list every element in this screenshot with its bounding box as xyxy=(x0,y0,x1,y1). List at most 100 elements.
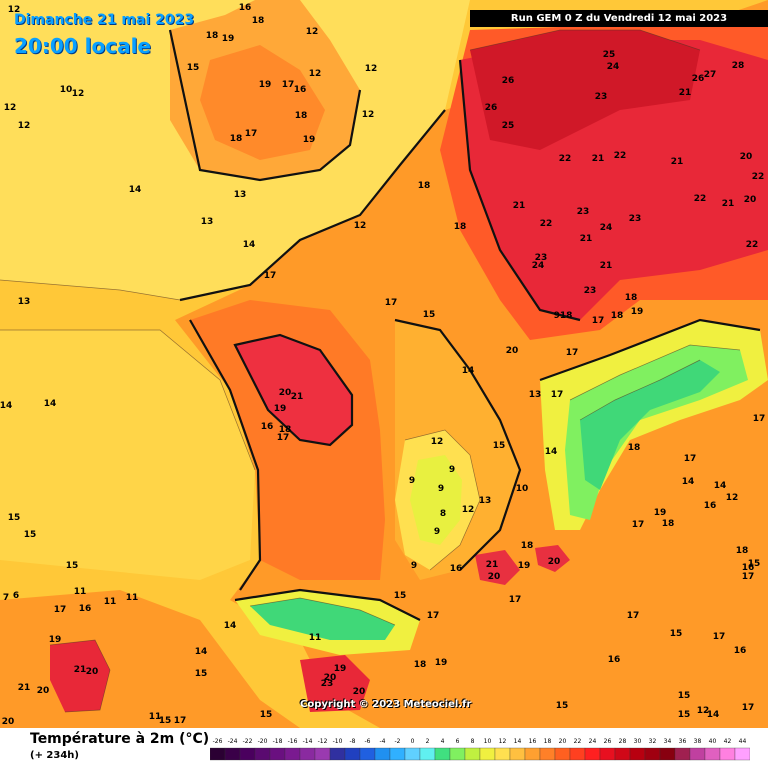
temperature-label: 12 xyxy=(431,437,444,447)
temperature-label: 15 xyxy=(24,530,37,540)
temperature-label: 14 xyxy=(129,185,142,195)
temperature-label: 16 xyxy=(742,563,755,573)
temperature-label: 17 xyxy=(282,80,295,90)
temperature-label: 21 xyxy=(486,560,499,570)
legend-swatch xyxy=(644,747,661,761)
temperature-label: 13 xyxy=(529,390,542,400)
legend-tick: 0 xyxy=(411,738,415,745)
temperature-label: 16 xyxy=(608,655,621,665)
temperature-label: 11 xyxy=(104,597,117,607)
legend-tick: 38 xyxy=(694,738,702,745)
temperature-label: 21 xyxy=(513,201,526,211)
legend-tick: 16 xyxy=(529,738,537,745)
temperature-label: 12 xyxy=(362,110,375,120)
temperature-label: 12 xyxy=(354,221,367,231)
legend-swatch xyxy=(314,747,331,761)
legend-swatch xyxy=(464,747,481,761)
temperature-label: 11 xyxy=(126,593,139,603)
temperature-label: 23 xyxy=(577,207,590,217)
temperature-label: 15 xyxy=(670,629,683,639)
temperature-label: 12 xyxy=(306,27,319,37)
temperature-label: 20 xyxy=(324,673,337,683)
isolines xyxy=(168,29,761,621)
temperature-label: 16 xyxy=(261,422,274,432)
temperature-label: 9 xyxy=(411,561,417,571)
forecast-local-time: 20:00 locale xyxy=(14,34,151,58)
temperature-label: 14 xyxy=(545,447,558,457)
temperature-label: 12 xyxy=(309,69,322,79)
temperature-label: 14 xyxy=(224,621,237,631)
mediterranean-hot-2 xyxy=(535,545,570,572)
legend-tick: 10 xyxy=(484,738,492,745)
legend-tick: 20 xyxy=(559,738,567,745)
legend-swatch xyxy=(254,747,271,761)
thin-contours xyxy=(0,29,741,713)
temperature-label: 22 xyxy=(540,219,553,229)
temperature-label: 17 xyxy=(245,129,258,139)
temperature-label: 19 xyxy=(631,307,644,317)
legend-swatch xyxy=(419,747,436,761)
temperature-label: 14 xyxy=(682,477,695,487)
legend-swatch xyxy=(494,747,511,761)
legend-tick: 14 xyxy=(514,738,522,745)
temperature-label: 28 xyxy=(732,61,745,71)
legend-tick: 30 xyxy=(634,738,642,745)
temperature-label: 25 xyxy=(502,121,515,131)
legend-swatch xyxy=(404,747,421,761)
temperature-label: 11 xyxy=(149,712,162,722)
legend-swatch xyxy=(359,747,376,761)
temperature-label: 17 xyxy=(627,611,640,621)
temperature-label: 9 xyxy=(438,484,444,494)
legend-swatch xyxy=(719,747,736,761)
temperature-label: 15 xyxy=(159,716,172,726)
temperature-label: 22 xyxy=(694,194,707,204)
legend-swatch xyxy=(689,747,706,761)
legend-swatch xyxy=(614,747,631,761)
temperature-label: 19 xyxy=(435,658,448,668)
temperature-label: 19 xyxy=(222,34,235,44)
legend-swatch xyxy=(659,747,676,761)
temperature-label: 23 xyxy=(584,286,597,296)
temperature-label: 16 xyxy=(734,646,747,656)
temperature-label: 18 xyxy=(418,181,431,191)
temperature-label: 918 xyxy=(554,311,573,321)
legend-tick: -24 xyxy=(228,738,238,745)
temperature-label: 7 xyxy=(3,593,9,603)
copyright: Copyright © 2023 Meteociel.fr xyxy=(300,699,472,710)
temperature-label: 14 xyxy=(707,710,720,720)
temperature-label: 12 xyxy=(462,505,475,515)
temperature-label: 6 xyxy=(13,591,19,601)
temperature-label: 15 xyxy=(187,63,200,73)
temperature-label: 24 xyxy=(600,223,613,233)
temperature-label: 17 xyxy=(632,520,645,530)
temperature-label: 15 xyxy=(8,513,21,523)
temperature-label: 21 xyxy=(671,157,684,167)
temperature-label: 17 xyxy=(566,348,579,358)
legend-tick: 28 xyxy=(619,738,627,745)
temperature-label: 16 xyxy=(704,501,717,511)
france-hot xyxy=(190,300,385,580)
legend-tick: 2 xyxy=(426,738,430,745)
legend-tick: -10 xyxy=(333,738,343,745)
temperature-label: 9 xyxy=(449,465,455,475)
temperature-label: 20 xyxy=(740,152,753,162)
temperature-label: 17 xyxy=(742,703,755,713)
legend-tick: 4 xyxy=(441,738,445,745)
legend-tick: -18 xyxy=(273,738,283,745)
temperature-label: 17 xyxy=(174,716,187,726)
temperature-label: 12 xyxy=(18,121,31,131)
legend-tick: -14 xyxy=(303,738,313,745)
legend-tick: 18 xyxy=(544,738,552,745)
legend-swatch xyxy=(734,747,750,761)
temperature-label: 15 xyxy=(394,591,407,601)
temperature-label: 14 xyxy=(462,366,475,376)
legend-tick: 8 xyxy=(471,738,475,745)
temperature-label: 8 xyxy=(440,509,446,519)
legend-tick: 42 xyxy=(724,738,732,745)
temperature-label: 10 xyxy=(60,85,73,95)
temperature-label: 21 xyxy=(600,261,613,271)
temperature-label: 20 xyxy=(37,686,50,696)
temperature-label: 12 xyxy=(726,493,739,503)
legend-swatch xyxy=(524,747,541,761)
